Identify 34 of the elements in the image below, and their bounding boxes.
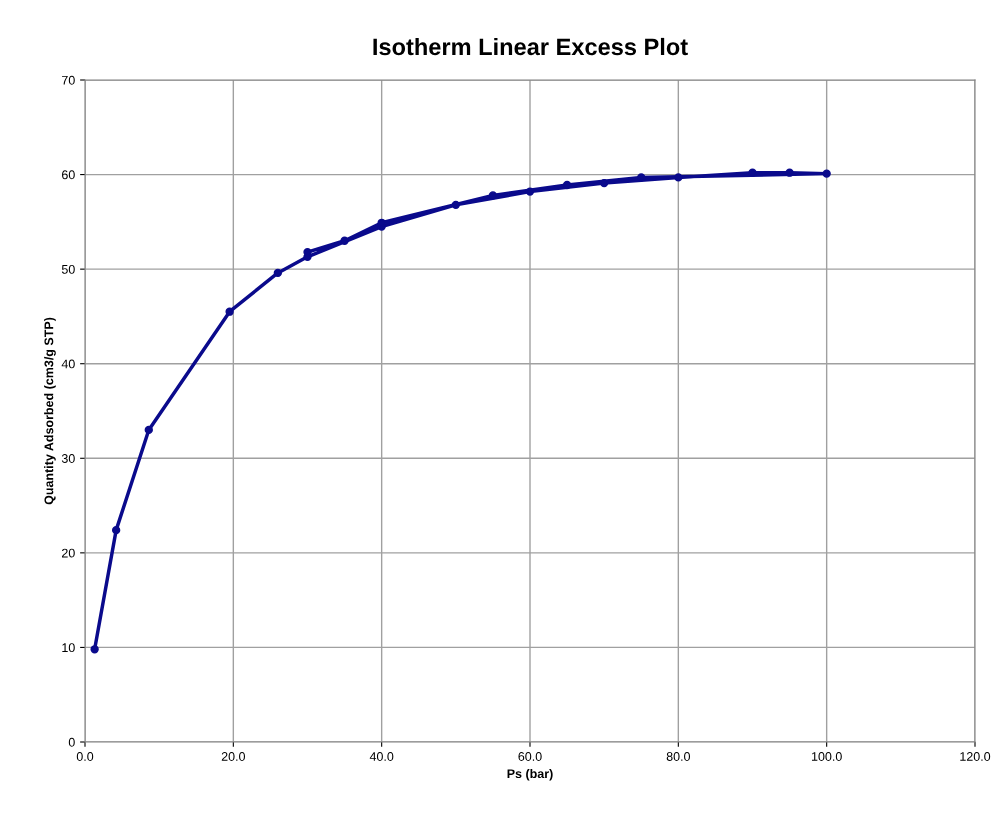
- x-tick-label: 20.0: [221, 752, 246, 761]
- x-tick-label: 40.0: [369, 752, 394, 761]
- y-tick-label: 0: [68, 737, 75, 747]
- point: [637, 173, 646, 182]
- x-axis-title: Ps (bar): [507, 768, 553, 781]
- point: [488, 191, 498, 200]
- point: [562, 180, 572, 190]
- x-tick-label: 80.0: [666, 752, 691, 761]
- y-tick-label: 30: [61, 454, 75, 463]
- point: [599, 178, 609, 188]
- y-tick-label: 40: [61, 359, 75, 369]
- point: [144, 425, 153, 435]
- x-tick-label: 100.0: [811, 752, 842, 761]
- point: [525, 187, 535, 196]
- point: [674, 173, 683, 182]
- y-axis-title: Quantity Adsorbed (cm3/g STP): [44, 317, 56, 505]
- point: [748, 168, 757, 177]
- point: [90, 645, 99, 654]
- point: [225, 307, 234, 316]
- point: [111, 525, 121, 535]
- x-tick-label: 0.0: [76, 752, 94, 761]
- chart-title: Isotherm Linear Excess Plot: [373, 37, 688, 56]
- x-tick-label: 120.0: [960, 752, 991, 761]
- point: [340, 236, 349, 245]
- y-tick-label: 10: [62, 643, 75, 653]
- point: [785, 168, 794, 177]
- point: [451, 200, 461, 210]
- y-tick-label: 20: [62, 548, 75, 558]
- y-tick-label: 60: [62, 170, 75, 180]
- x-tick-label: 60.0: [518, 752, 542, 761]
- point: [273, 268, 283, 278]
- y-tick-label: 50: [61, 264, 75, 274]
- point: [822, 169, 831, 178]
- y-tick-label: 70: [62, 75, 75, 85]
